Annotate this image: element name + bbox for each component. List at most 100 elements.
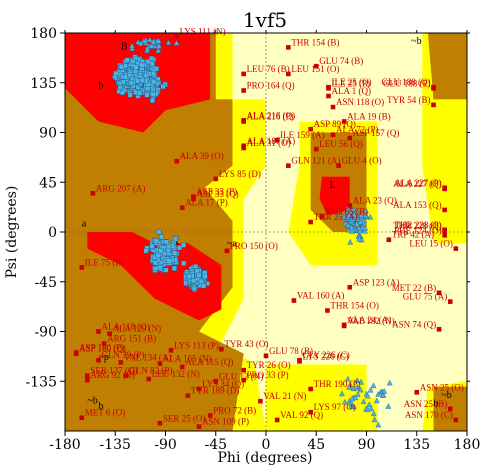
residue-point: [113, 70, 119, 76]
residue-label: ALA 24 (A): [347, 315, 391, 325]
residue-label: ALA 115 (Q): [185, 357, 233, 367]
outlier-point: [191, 196, 196, 202]
glycine-point: [148, 43, 155, 49]
residue-label: ALA 23 (Q): [353, 195, 397, 205]
glycine-point: [336, 211, 343, 218]
core-region-left-handed: [319, 176, 350, 216]
glycine-point: [155, 47, 162, 53]
residue-label: ALA 31 (O): [247, 138, 291, 148]
residue-label: ALA 216 (Q): [247, 110, 296, 120]
outlier-point: [85, 373, 90, 379]
residue-label: ALA 118 (O): [102, 322, 150, 332]
residue-label: LEU 76 (B): [247, 64, 290, 74]
residue-point: [201, 283, 207, 289]
glycine-point: [346, 384, 353, 390]
x-tick-label: 135: [403, 437, 430, 453]
residue-label: THR 228 (Q): [393, 221, 442, 231]
glycine-point: [386, 379, 393, 386]
residue-label: ALA 227 (P): [395, 178, 442, 188]
outlier-point: [436, 290, 442, 296]
outlier-point: [286, 45, 291, 50]
glycine-point: [348, 224, 355, 230]
glycine-point: [385, 403, 392, 409]
residue-label: SER 25 (O): [163, 413, 206, 423]
glycine-point: [361, 217, 368, 224]
y-tick-label: 135: [30, 76, 57, 92]
residue-point: [137, 90, 143, 96]
glycine-point: [354, 377, 361, 383]
glycine-point: [351, 211, 358, 218]
outlier-point: [79, 265, 85, 270]
residue-label: ALA 17 (P): [185, 198, 228, 208]
residue-point: [122, 74, 128, 80]
glycine-point: [348, 400, 355, 406]
outlier-point: [241, 377, 246, 383]
glycine-point: [339, 390, 345, 397]
residue-point: [128, 80, 134, 86]
residue-label: ALA 165 (N): [163, 354, 212, 364]
chart-title: 1vf5: [243, 8, 287, 32]
residue-label: ALA 227 (Q): [393, 179, 442, 189]
x-tick-label: 180: [454, 437, 481, 453]
residue-point: [161, 244, 167, 250]
residue-point: [198, 278, 204, 284]
glycine-point: [365, 406, 371, 413]
residue-label: GLN 39 (P): [102, 350, 145, 360]
labeled-residues: LYS 111 (N) THR 154 (B) GLU 74 (B) LEU 76 (…: [73, 26, 464, 429]
residue-label: ASP 157 (Q): [353, 128, 400, 138]
residue-label: TYR 189 (D): [191, 386, 240, 396]
residue-point: [157, 264, 163, 270]
glycine-point: [381, 388, 388, 394]
x-tick-label: -90: [154, 437, 177, 453]
residue-label: GLN 82 (P): [129, 366, 172, 376]
glycine-point: [173, 39, 180, 46]
residue-point: [158, 248, 164, 254]
outlier-point: [241, 118, 246, 123]
residue-label: VAL 21 (N): [263, 391, 306, 401]
residue-label: ASN 118 (O): [336, 97, 384, 107]
residue-point: [143, 73, 149, 79]
y-tick-label: 45: [39, 175, 57, 191]
y-tick-label: 180: [30, 26, 57, 42]
residue-point: [152, 260, 158, 266]
glycine-point: [352, 394, 359, 401]
outlier-point: [308, 386, 313, 392]
residue-label: ASP 33 (P): [196, 187, 237, 197]
outlier-point: [442, 207, 447, 213]
y-axis-label: Psi (degrees): [4, 186, 20, 279]
outlier-point: [157, 361, 163, 366]
residue-label: TYR 43 (O): [224, 339, 268, 349]
y-tick-label: 0: [48, 225, 57, 241]
residue-point: [186, 273, 192, 279]
x-tick-label: -135: [100, 437, 131, 453]
residue-label: GLU 78 (B): [269, 346, 313, 356]
outlier-point: [213, 176, 219, 182]
outlier-point: [274, 137, 280, 143]
residue-label: PRO 65 (B): [325, 207, 368, 217]
glycine-point: [362, 224, 369, 231]
outlier-point: [326, 93, 331, 99]
residue-label: VAL 92 (Q): [280, 410, 323, 420]
region-layer: [65, 33, 467, 431]
outlier-point: [431, 84, 436, 90]
outlier-point: [96, 329, 101, 334]
residue-label: THR 25 (A): [314, 212, 358, 222]
residue-label: GLU 12 (N): [219, 371, 264, 381]
residue-label: VAL 134 (A): [124, 352, 172, 362]
residue-point: [202, 273, 208, 279]
outlier-point: [263, 353, 269, 359]
outlier-point: [447, 406, 453, 412]
residue-label: LYS 111 (N): [180, 26, 226, 36]
core-region-alpha: [87, 232, 222, 321]
glycine-point: [344, 375, 351, 382]
residue-point: [135, 78, 141, 84]
outlier-point: [308, 219, 313, 225]
outlier-point: [101, 341, 107, 346]
residue-point: [151, 79, 157, 85]
residue-label: TYR 54 (B): [387, 95, 431, 105]
outlier-point: [207, 413, 213, 418]
residue-label: ASN 25 (B): [404, 399, 448, 409]
residue-label: ARG 92 (B): [90, 370, 135, 380]
residue-point: [176, 245, 182, 251]
residue-label: VAL 160 (A): [297, 291, 345, 301]
